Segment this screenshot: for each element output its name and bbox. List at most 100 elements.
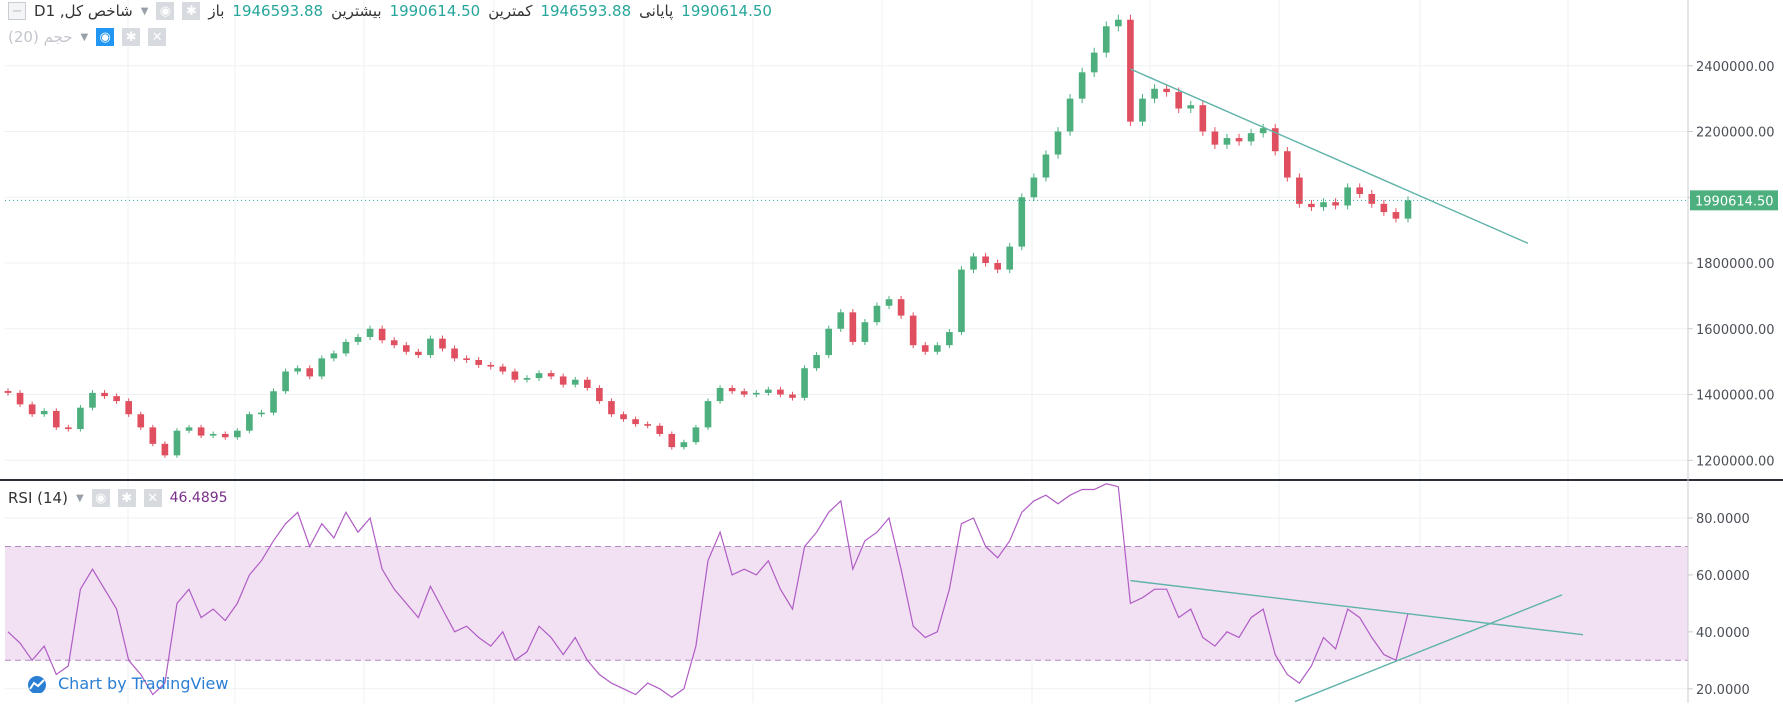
candle-body <box>233 430 241 438</box>
candle-body <box>511 371 519 380</box>
candle-body <box>1271 128 1279 152</box>
candle-body <box>1006 246 1014 270</box>
eye-icon[interactable]: ◉ <box>96 28 115 46</box>
price-tick-label: 1400000.00 <box>1696 389 1775 404</box>
candle-body <box>1247 133 1255 142</box>
volume-label[interactable]: حجم (20) <box>8 28 73 46</box>
candle-body <box>475 360 483 365</box>
candle-body <box>113 396 120 402</box>
candle-body <box>137 414 145 428</box>
open-label: باز <box>208 2 225 20</box>
gear-icon[interactable]: ✱ <box>117 489 136 507</box>
close-icon[interactable]: ✕ <box>143 489 162 507</box>
candle-body <box>1175 92 1183 109</box>
symbol-name[interactable]: Dشاخص کل, 1 <box>34 2 133 20</box>
candle-body <box>752 392 760 395</box>
candle-body <box>354 336 362 342</box>
candle-body <box>825 328 833 356</box>
rsi-axis[interactable]: 80.0000 60.0000 40.0000 20.0000 <box>1688 512 1750 698</box>
candle-body <box>1042 154 1050 178</box>
candle-body <box>547 373 555 377</box>
high-value: 1990614.50 <box>389 2 481 20</box>
candle-body <box>487 364 495 367</box>
candle-body <box>1090 52 1098 73</box>
candle-body <box>270 391 277 413</box>
candle-body <box>40 410 48 415</box>
chevron-down-icon[interactable]: ▼ <box>140 5 149 17</box>
candle-body <box>451 348 458 359</box>
candle-body <box>921 345 929 352</box>
candle-body <box>101 392 108 397</box>
candle-body <box>1296 177 1303 204</box>
candle-body <box>608 401 615 415</box>
candle-body <box>1018 197 1026 247</box>
rsi-tick-label: 80.0000 <box>1696 512 1750 527</box>
candle-body <box>1030 177 1038 198</box>
rsi-value: 46.4895 <box>169 490 228 506</box>
collapse-icon[interactable]: − <box>8 2 26 20</box>
price-tick-label: 1800000.00 <box>1696 257 1775 272</box>
candle-body <box>704 401 712 428</box>
candle-body <box>173 430 181 456</box>
price-tick-label: 1600000.00 <box>1696 323 1775 338</box>
chevron-down-icon[interactable]: ▼ <box>75 492 84 504</box>
candle-body <box>463 358 470 360</box>
candle-body <box>1054 131 1062 155</box>
candle-body <box>52 410 60 428</box>
candle-body <box>246 414 253 431</box>
candle-body <box>1235 138 1243 142</box>
price-tick-label: 1200000.00 <box>1696 454 1775 469</box>
candle-body <box>668 433 676 448</box>
candle-body <box>415 351 422 356</box>
candle-body <box>427 338 434 356</box>
candle-body <box>1151 88 1158 99</box>
candle-body <box>390 340 398 346</box>
candle-body <box>813 355 820 369</box>
rsi-falling-trendline[interactable] <box>1130 579 1584 636</box>
gear-icon[interactable]: ✱ <box>182 2 201 20</box>
candle-body <box>777 389 784 395</box>
low-value: 1946593.88 <box>540 2 632 20</box>
candle-body <box>209 433 217 436</box>
candle-body <box>439 338 446 349</box>
candle-body <box>1115 19 1122 27</box>
candle-body <box>294 368 301 372</box>
price-trendline[interactable] <box>1130 68 1529 244</box>
candle-body <box>258 412 265 415</box>
candle-body <box>342 341 350 354</box>
low-label: کمترین <box>488 2 533 20</box>
tradingview-logo-icon <box>28 675 46 693</box>
candle-body <box>620 414 627 420</box>
candle-body <box>728 387 736 392</box>
candle-body <box>330 353 338 359</box>
candle-body <box>1308 203 1315 208</box>
rsi-label[interactable]: RSI (14) <box>8 489 68 507</box>
last-price-badge <box>1690 190 1778 211</box>
candle-series <box>4 14 1412 458</box>
candle-body <box>680 442 688 448</box>
candle-body <box>1066 98 1074 132</box>
candle-body <box>909 315 917 346</box>
candle-body <box>1392 212 1400 219</box>
candle-body <box>1356 187 1364 194</box>
candle-body <box>1404 200 1412 219</box>
eye-icon[interactable]: ◉ <box>156 2 175 20</box>
candle-body <box>861 322 869 342</box>
candle-body <box>1259 128 1267 134</box>
eye-icon[interactable]: ◉ <box>91 489 110 507</box>
candle-body <box>318 358 326 377</box>
close-value: 1990614.50 <box>681 2 772 20</box>
price-axis[interactable]: 2400000.002200000.002000000.001800000.00… <box>1688 60 1775 470</box>
candle-body <box>958 269 965 333</box>
chevron-down-icon[interactable]: ▼ <box>80 31 89 43</box>
candle-body <box>16 392 24 405</box>
candle-body <box>740 391 748 395</box>
rsi-band-fill <box>5 546 1688 661</box>
gear-icon[interactable]: ✱ <box>122 28 141 46</box>
tradingview-branding[interactable]: Chart by TradingView <box>22 674 228 693</box>
candle-body <box>789 394 796 398</box>
close-icon[interactable]: ✕ <box>148 28 167 46</box>
rsi-rising-trendline[interactable] <box>1294 594 1563 703</box>
candle-body <box>765 389 772 393</box>
